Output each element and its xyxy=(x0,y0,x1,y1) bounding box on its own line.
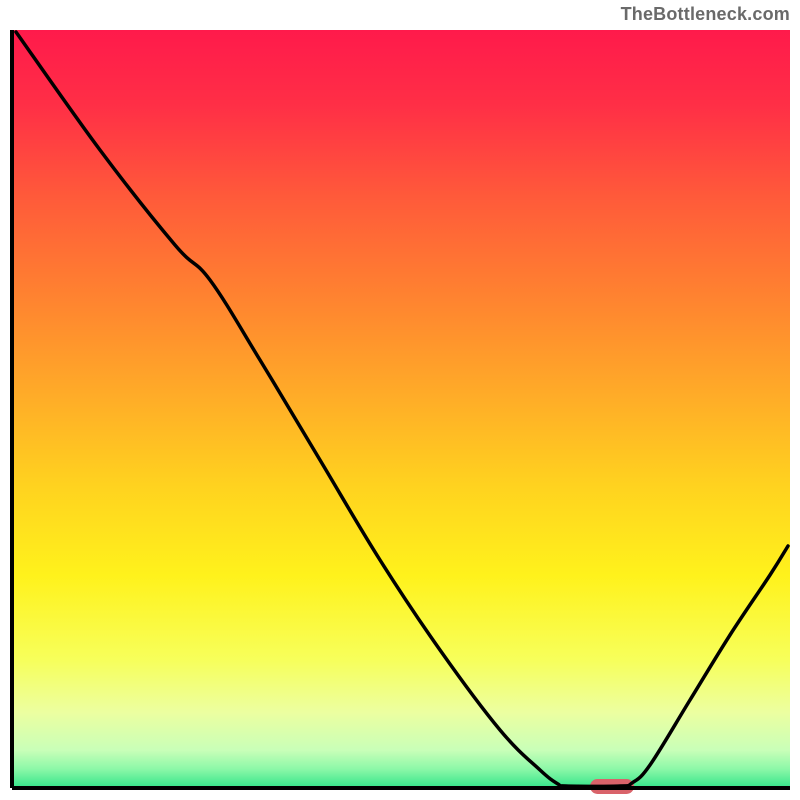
bottleneck-chart xyxy=(10,30,790,790)
optimal-point-marker xyxy=(590,779,634,794)
watermark-text: TheBottleneck.com xyxy=(621,4,790,25)
chart-background-gradient xyxy=(10,30,790,790)
